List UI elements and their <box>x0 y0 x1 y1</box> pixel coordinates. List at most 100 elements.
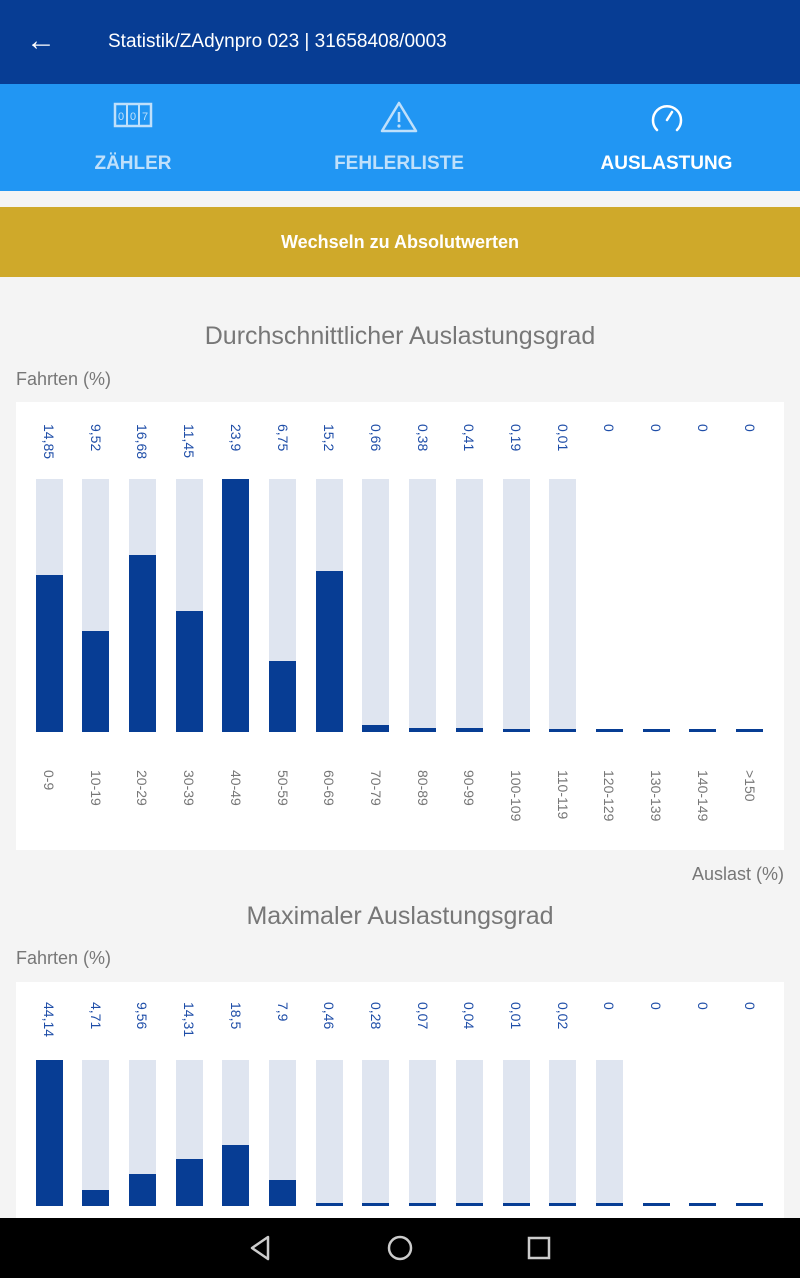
value-label: 9,56 <box>134 1002 151 1030</box>
bar <box>502 1203 530 1206</box>
nav-recents-icon[interactable] <box>524 1233 554 1263</box>
x-tick-label: >150 <box>741 770 758 802</box>
value-label: 0 <box>694 1002 711 1010</box>
value-label: 0,02 <box>554 1002 571 1030</box>
bar <box>315 1203 343 1206</box>
value-label: 23,9 <box>227 424 244 452</box>
x-tick-label: 80-89 <box>414 770 431 806</box>
value-label: 0 <box>601 1002 618 1010</box>
nav-home-icon[interactable] <box>385 1233 415 1263</box>
x-tick-label: 30-39 <box>181 770 198 806</box>
bar-background <box>595 1060 623 1206</box>
value-label: 0 <box>741 424 758 432</box>
value-label: 16,68 <box>134 424 151 460</box>
bar <box>642 729 670 732</box>
y-axis-label-max: Fahrten (%) <box>16 948 112 968</box>
value-label: 0,19 <box>508 424 524 452</box>
x-tick-label: 110-119 <box>554 770 571 820</box>
x-tick-label: 130-139 <box>648 770 665 822</box>
bar <box>409 1203 437 1206</box>
bar-background <box>455 1060 483 1206</box>
bar-background <box>315 1060 343 1206</box>
bar <box>409 727 437 732</box>
bar <box>82 1190 110 1206</box>
value-label: 0,01 <box>508 1002 524 1030</box>
bar <box>82 631 110 732</box>
x-tick-label: 100-109 <box>508 770 524 822</box>
bar <box>736 729 763 732</box>
value-label: 0,01 <box>554 424 571 452</box>
value-label: 0 <box>601 424 618 432</box>
bar <box>269 1179 296 1206</box>
bar-background <box>409 479 437 732</box>
value-label: 0 <box>648 424 665 432</box>
value-label: 0,38 <box>414 424 431 452</box>
bar <box>689 1203 717 1206</box>
x-tick-label: 140-149 <box>694 770 711 822</box>
bar <box>35 574 63 732</box>
tab-fehlerliste[interactable]: FEHLERLISTE <box>266 84 532 191</box>
chart-title-max: Maximaler Auslastungsgrad <box>246 902 554 930</box>
bar-background <box>362 479 390 732</box>
x-tick-label: 10-19 <box>87 770 104 806</box>
chart-title-avg: Durchschnittlicher Auslastungsgrad <box>204 322 596 350</box>
app-title: Statistik/ZAdynpro 023 | 31658408/0003 <box>108 31 447 52</box>
bar <box>549 1203 577 1206</box>
x-tick-label: 70-79 <box>367 770 384 806</box>
value-label: 0,66 <box>367 424 384 452</box>
warning-icon <box>266 100 532 134</box>
value-label: 0 <box>694 424 711 432</box>
bar <box>128 555 156 732</box>
svg-text:0: 0 <box>118 111 124 123</box>
bar <box>689 729 717 732</box>
bar <box>315 571 343 732</box>
system-nav-bar <box>0 1218 800 1278</box>
value-label: 11,45 <box>181 424 198 458</box>
bar <box>222 1144 250 1206</box>
bar <box>455 727 483 732</box>
bar-background <box>82 1060 110 1206</box>
value-label: 0,28 <box>367 1002 384 1030</box>
tab-auslastung[interactable]: AUSLASTUNG <box>533 84 800 191</box>
bar-background <box>455 479 483 732</box>
bar-background <box>549 479 577 732</box>
x-tick-label: 60-69 <box>321 770 338 806</box>
bar <box>455 1203 483 1206</box>
switch-absolute-button[interactable]: Wechseln zu Absolutwerten <box>0 207 800 277</box>
x-tick-label: 120-129 <box>601 770 618 822</box>
bar-background <box>549 1060 577 1206</box>
bar <box>642 1203 670 1206</box>
bar <box>595 729 623 732</box>
bar <box>362 1203 390 1206</box>
x-axis-label: Auslast (%) <box>691 864 784 884</box>
value-label: 0 <box>648 1002 665 1010</box>
bar <box>222 479 250 732</box>
bar <box>362 725 390 732</box>
bar <box>595 1203 623 1206</box>
value-label: 44,14 <box>41 1002 57 1038</box>
bar <box>269 660 296 732</box>
value-label: 0,04 <box>461 1002 478 1030</box>
bar-background <box>502 1060 530 1206</box>
x-tick-label: 50-59 <box>274 770 291 806</box>
bar-background <box>409 1060 437 1206</box>
x-tick-label: 0-9 <box>41 770 57 791</box>
x-tick-label: 90-99 <box>461 770 478 806</box>
bar-background <box>502 479 530 732</box>
value-label: 14,31 <box>181 1002 198 1038</box>
app-bar: ← Statistik/ZAdynpro 023 | 31658408/0003 <box>0 0 800 84</box>
bar <box>736 1203 763 1206</box>
value-label: 0 <box>741 1002 758 1010</box>
value-label: 9,52 <box>87 424 104 452</box>
bar <box>502 729 530 732</box>
value-label: 4,71 <box>87 1002 104 1030</box>
bar-background <box>362 1060 390 1206</box>
nav-back-icon[interactable] <box>246 1233 276 1263</box>
svg-text:0: 0 <box>130 111 136 123</box>
back-arrow-icon[interactable]: ← <box>26 24 56 57</box>
y-axis-label-avg: Fahrten (%) <box>16 369 112 389</box>
value-label: 6,75 <box>274 424 291 452</box>
